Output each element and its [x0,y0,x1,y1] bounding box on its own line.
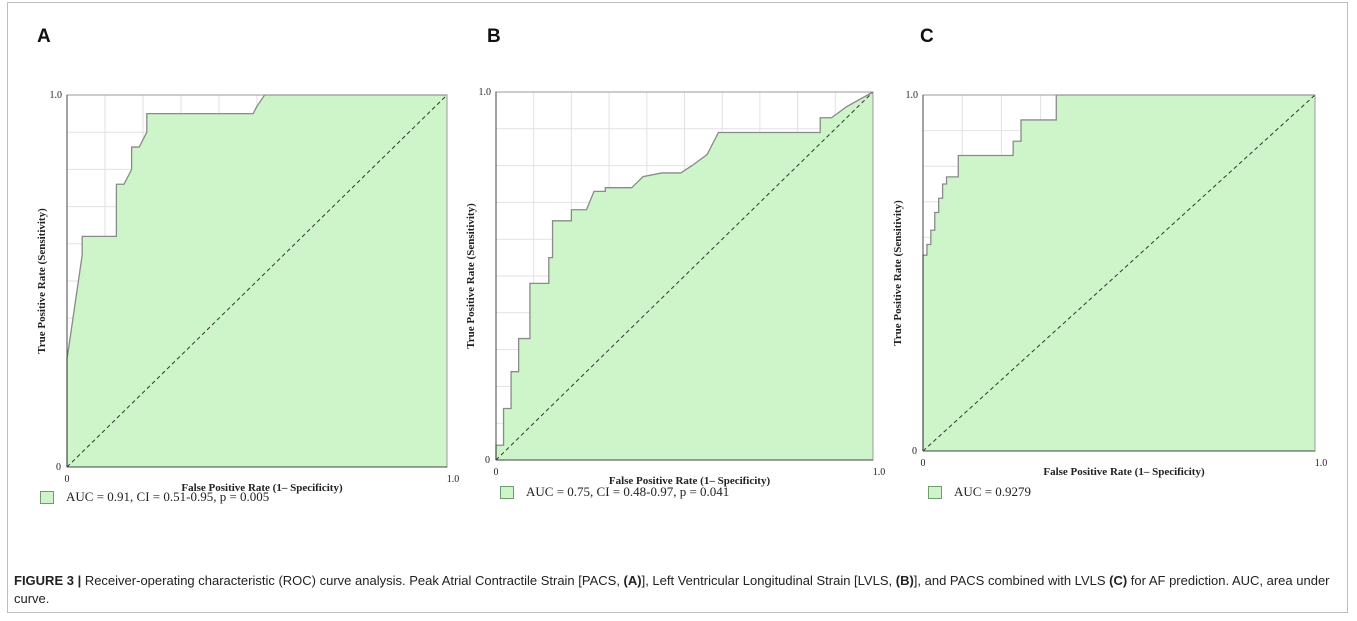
y-tick-label: 1.0 [50,90,63,101]
roc-area [67,95,447,467]
reference-diagonal [66,94,448,468]
legend-swatch-a [40,490,54,504]
panel-letter-b: B [487,26,501,47]
legend-text-c: AUC = 0.9279 [954,484,1032,499]
x-axis-label: False Positive Rate (1– Specificity) [609,475,771,487]
legend-swatch-b [500,485,514,499]
caption-part-1: Receiver-operating characteristic (ROC) … [81,573,624,588]
x-tick-label: 1.0 [1315,458,1328,469]
y-tick-label: 1.0 [906,90,919,101]
roc-chart-b: 0 1.0 0 1.0 False Positive Rate (1– Specific… [465,87,886,487]
y-tick-label: 1.0 [479,87,492,98]
caption-ref-b: (B) [895,573,914,588]
legend-c: AUC = 0.9279 [928,484,1031,500]
legend-a: AUC = 0.91, CI = 0.51-0.95, p = 0.005 [40,489,269,505]
figure-caption: FIGURE 3 | Receiver-operating characteri… [14,572,1334,608]
reference-diagonal [495,91,874,461]
roc-chart-a: 0 1.0 0 1.0 False Positive Rate (1– Specific… [36,90,460,494]
reference-diagonal [922,94,1316,452]
caption-label: FIGURE 3 | [14,573,82,588]
roc-curve [495,91,874,460]
y-tick-label: 0 [56,462,61,473]
roc-curve [922,94,1315,451]
caption-part-3: ], and PACS combined with LVLS [913,573,1110,588]
legend-text-b: AUC = 0.75, CI = 0.48-0.97, p = 0.041 [526,484,730,499]
roc-curve [66,94,447,467]
x-tick-label: 0 [494,467,499,478]
caption-ref-c: (C) [1109,573,1128,588]
panel-letter-a: A [37,26,51,47]
x-tick-label: 0 [65,474,70,485]
y-tick-label: 0 [912,446,917,457]
legend-text-a: AUC = 0.91, CI = 0.51-0.95, p = 0.005 [66,489,270,504]
x-tick-label: 0 [921,458,926,469]
y-tick-label: 0 [485,455,490,466]
x-tick-label: 1.0 [873,467,886,478]
y-axis-label: True Positive Rate (Sensitivity) [36,208,48,354]
caption-part-2: ], Left Ventricular Longitudinal Strain … [641,573,896,588]
x-axis-label: False Positive Rate (1– Specificity) [181,482,343,494]
caption-ref-a: (A) [623,573,642,588]
caption-part-4: for AF prediction. AUC, area under curve… [14,573,1330,606]
x-tick-label: 1.0 [447,474,460,485]
legend-swatch-c [928,485,942,499]
panel-letter-c: C [920,26,934,47]
y-axis-label: True Positive Rate (Sensitivity) [465,203,477,349]
legend-b: AUC = 0.75, CI = 0.48-0.97, p = 0.041 [500,484,729,500]
roc-area [923,95,1315,451]
x-axis-label: False Positive Rate (1– Specificity) [1043,466,1205,478]
roc-chart-c: 0 1.0 0 1.0 False Positive Rate (1– Specific… [892,90,1328,478]
y-axis-label: True Positive Rate (Sensitivity) [892,200,904,346]
